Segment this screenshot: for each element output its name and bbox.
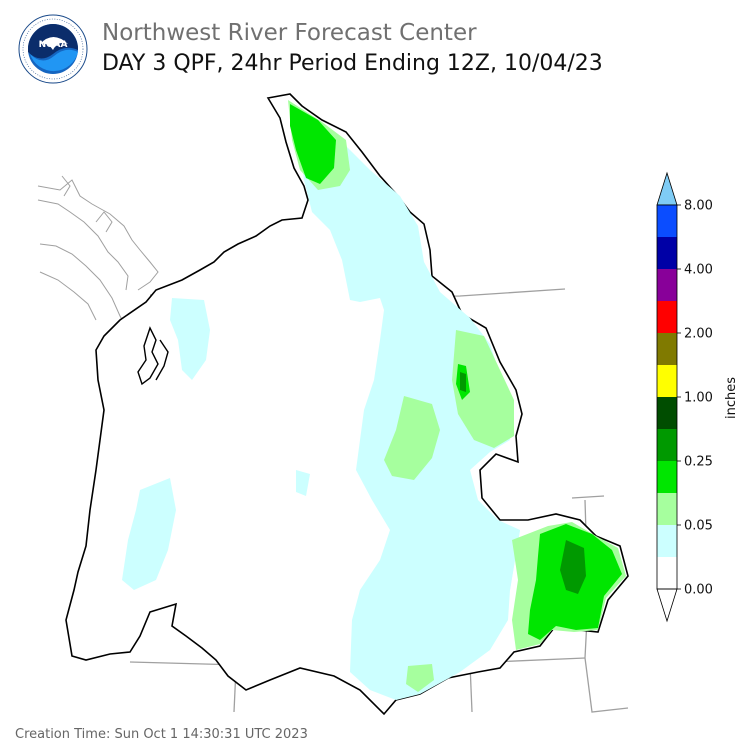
- colorbar-bin: [657, 557, 677, 589]
- colorbar: 8.00 4.00 2.00 1.00 0.25 0.05 0.00 inches: [656, 171, 739, 623]
- colorbar-tick-label: 4.00: [684, 263, 713, 278]
- colorbar-bin: [657, 365, 677, 397]
- noaa-logo: NOAA: [18, 14, 88, 84]
- colorbar-bin: [657, 429, 677, 461]
- colorbar-bin: [657, 397, 677, 429]
- center-title: Northwest River Forecast Center: [102, 20, 477, 46]
- colorbar-tick-label: 0.25: [684, 455, 713, 470]
- puget-sound-inlets: [137, 326, 169, 386]
- colorbar-tick-label: 1.00: [684, 391, 713, 406]
- colorbar-tick-label: 8.00: [684, 199, 713, 214]
- logo-text: NOAA: [39, 40, 68, 50]
- precip-heavy: [460, 372, 586, 594]
- colorbar-bin: [657, 461, 677, 493]
- colorbar-bin: [657, 205, 677, 237]
- colorbar-under-arrow: [656, 588, 678, 623]
- colorbar-bin: [657, 237, 677, 269]
- colorbar-tick-label: 0.05: [684, 519, 713, 534]
- colorbar-unit-label: inches: [724, 377, 739, 419]
- colorbar-tick-label: 0.00: [684, 583, 713, 598]
- colorbar-bin: [657, 525, 677, 557]
- colorbar-bin: [657, 493, 677, 525]
- colorbar-tick-label: 2.00: [684, 327, 713, 342]
- colorbar-bin: [657, 301, 677, 333]
- colorbar-bin: [657, 333, 677, 365]
- colorbar-bin: [657, 269, 677, 301]
- creation-time: Creation Time: Sun Oct 1 14:30:31 UTC 20…: [15, 727, 308, 742]
- colorbar-over-arrow: [656, 171, 678, 206]
- product-title: DAY 3 QPF, 24hr Period Ending 12Z, 10/04…: [102, 51, 603, 76]
